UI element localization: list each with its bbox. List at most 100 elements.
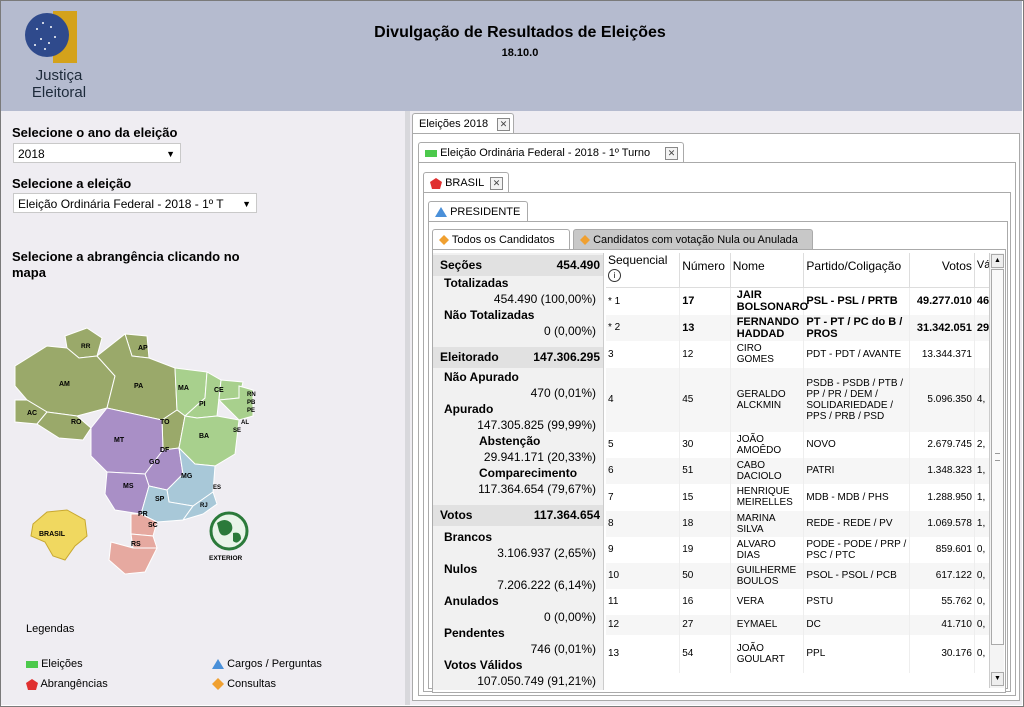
table-row[interactable]: 11 16 VERA PSTU 55.762 0, [606, 588, 989, 615]
map-label-am: AM [59, 381, 70, 388]
cell-nome: GUILHERME BOULOS [730, 562, 805, 589]
brancos-value: 3.106.937 (2,65%) [497, 546, 596, 560]
election-select[interactable]: Eleição Ordinária Federal - 2018 - 1º T … [13, 193, 257, 213]
votos-validos-value: 107.050.749 (91,21%) [477, 674, 596, 688]
table-row[interactable]: 8 18 MARINA SILVA REDE - REDE / PV 1.069.578… [606, 510, 989, 537]
table-row[interactable]: 9 19 ALVARO DIAS PODE - PODE / PRP / PSC / … [606, 536, 989, 563]
table-header-row: Sequencial i Número Nome Partido/Coligaç… [606, 253, 989, 288]
info-icon[interactable]: i [608, 269, 621, 282]
cell-votos: 55.762 [909, 588, 975, 615]
cell-votos: 1.348.323 [909, 457, 975, 484]
eleitorado-value: 147.306.295 [533, 350, 600, 364]
table-row[interactable]: * 1 17 JAIR BOLSONARO PSL - PSL / PRTB 49.27… [606, 287, 989, 315]
legend-title: Legendas [26, 623, 75, 635]
panel-splitter[interactable] [405, 111, 410, 705]
cell-validos: 29 [974, 314, 989, 341]
orange-diamond-icon [439, 235, 449, 246]
tab-brasil[interactable]: BRASIL ✕ [423, 172, 509, 192]
cell-nome: HENRIQUE MEIRELLES [730, 483, 805, 511]
scroll-down-icon[interactable]: ▼ [991, 672, 1004, 686]
cell-sequencial: 12 [606, 614, 681, 635]
cell-partido: REDE - REDE / PV [803, 510, 910, 537]
map-label-sp: SP [155, 496, 165, 503]
nao-totalizadas-value: 0 (0,00%) [543, 324, 596, 338]
column-header-sequencial[interactable]: Sequencial i [606, 253, 681, 288]
cell-validos: 0, [974, 536, 989, 563]
abstencao-value: 29.941.171 (20,33%) [483, 450, 596, 464]
column-header-nome[interactable]: Nome [730, 253, 805, 288]
anulados-value: 0 (0,00%) [543, 610, 596, 624]
table-row[interactable]: * 2 13 FERNANDO HADDAD PT - PT / PC do B / … [606, 314, 989, 341]
map-label-rj: RJ [200, 503, 208, 509]
state-ro[interactable] [36, 411, 92, 441]
table-scrollbar[interactable]: ▲ ▼ [989, 253, 1004, 688]
cell-sequencial: 5 [606, 431, 681, 458]
scroll-up-icon[interactable]: ▲ [991, 254, 1004, 268]
table-row[interactable]: 6 51 CABO DACIOLO PATRI 1.348.323 1, [606, 457, 989, 484]
cell-partido: PATRI [803, 457, 910, 484]
table-row[interactable]: 4 45 GERALDO ALCKMIN PSDB - PSDB / PTB / PP… [606, 367, 989, 432]
map-label-al: AL [241, 420, 249, 426]
tab-todos-candidatos[interactable]: Todos os Candidatos [432, 229, 570, 249]
close-icon[interactable]: ✕ [497, 118, 510, 131]
map-label-pe: PE [247, 408, 255, 414]
state-rj[interactable] [181, 491, 218, 521]
column-header-validos[interactable]: Vá [974, 253, 989, 288]
column-header-votos[interactable]: Votos [909, 253, 975, 288]
table-row[interactable]: 12 27 EYMAEL DC 41.710 0, [606, 614, 989, 635]
cell-validos: 1, [974, 483, 989, 511]
anulados-label: Anulados [444, 594, 499, 608]
cell-numero: 27 [679, 614, 731, 635]
brazil-map[interactable]: RR AP AM PA MA CE RN PB PE AL SE AC RO T… [7, 316, 263, 576]
tab-eleicao-ordinaria[interactable]: Eleição Ordinária Federal - 2018 - 1º Tu… [418, 142, 684, 162]
tab-eleicoes-2018[interactable]: Eleições 2018 ✕ [412, 113, 514, 133]
state-pr[interactable] [130, 513, 158, 537]
apurado-label: Apurado [444, 402, 494, 416]
tab-candidatos-nula-anulada[interactable]: Candidatos com votação Nula ou Anulada [573, 229, 813, 249]
logo-text: Justiça Eleitoral [11, 67, 107, 101]
scrollbar-thumb[interactable] [991, 269, 1004, 645]
state-rs[interactable] [108, 541, 158, 575]
totalizadas-label: Totalizadas [444, 276, 509, 290]
nulos-value: 7.206.222 (6,14%) [497, 578, 596, 592]
close-icon[interactable]: ✕ [490, 177, 503, 190]
cell-numero: 12 [679, 340, 731, 368]
close-icon[interactable]: ✕ [665, 147, 678, 160]
brasil-button[interactable]: BRASIL [27, 506, 91, 564]
tab-presidente[interactable]: PRESIDENTE [428, 201, 528, 221]
cell-sequencial: 3 [606, 340, 681, 368]
brancos-label: Brancos [444, 530, 493, 544]
legend-cargos-label: Cargos / Perguntas [227, 658, 322, 670]
exterior-button[interactable]: EXTERIOR [205, 509, 253, 563]
map-label-sc: SC [148, 522, 158, 529]
table-row[interactable]: 5 30 JOÃO AMOÊDO NOVO 2.679.745 2, [606, 431, 989, 458]
cell-numero: 50 [679, 562, 731, 589]
year-select[interactable]: 2018 ▼ [13, 143, 181, 163]
table-row[interactable]: 7 15 HENRIQUE MEIRELLES MDB - MDB / PHS 1.28… [606, 483, 989, 511]
cell-nome: JOÃO AMOÊDO [730, 431, 805, 458]
column-header-numero[interactable]: Número [679, 253, 731, 288]
cell-numero: 54 [679, 634, 731, 673]
cell-votos: 49.277.010 [909, 287, 975, 315]
cell-validos: 0, [974, 562, 989, 589]
table-row[interactable]: 10 50 GUILHERME BOULOS PSOL - PSOL / PCB 617… [606, 562, 989, 589]
table-row[interactable]: 13 54 JOÃO GOULART PPL 30.176 0, [606, 634, 989, 673]
brasil-label: BRASIL [39, 531, 66, 538]
cell-nome: FERNANDO HADDAD [730, 314, 805, 341]
column-header-partido[interactable]: Partido/Coligação [803, 253, 910, 288]
cell-validos: 1, [974, 510, 989, 537]
pendentes-label: Pendentes [444, 626, 505, 640]
cell-numero: 18 [679, 510, 731, 537]
totalizadas-value: 454.490 (100,00%) [493, 292, 596, 306]
legend-eleicoes-label: Eleições [41, 658, 83, 670]
cell-votos: 1.069.578 [909, 510, 975, 537]
cell-votos: 1.288.950 [909, 483, 975, 511]
map-label-pi: PI [199, 401, 206, 408]
votos-value: 117.364.654 [533, 508, 600, 522]
apurado-value: 147.305.825 (99,99%) [477, 418, 596, 432]
cell-numero: 15 [679, 483, 731, 511]
legend-cargos: Cargos / Perguntas [212, 658, 322, 670]
map-label-ms: MS [123, 483, 134, 490]
logo-line-2: Eleitoral [31, 84, 87, 101]
table-row[interactable]: 3 12 CIRO GOMES PDT - PDT / AVANTE 13.344.37… [606, 340, 989, 368]
